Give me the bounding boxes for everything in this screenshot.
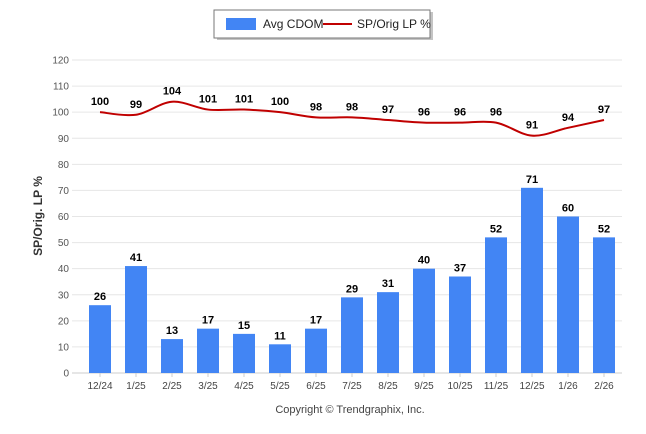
y-tick-label: 20 — [58, 316, 70, 327]
bar — [413, 268, 435, 373]
bar-data-label: 37 — [454, 262, 466, 274]
x-tick-label: 6/25 — [306, 381, 326, 392]
bar-series: 26 41 13 17 15 11 17 29 31 40 37 52 71 60 52 — [89, 174, 615, 373]
line-data-label: 99 — [130, 99, 142, 111]
legend: Avg CDOM SP/Orig LP % — [213, 9, 433, 40]
bar — [125, 266, 147, 373]
bar-data-label: 71 — [526, 174, 538, 186]
bar-data-label: 29 — [346, 283, 358, 295]
y-tick-label: 0 — [63, 369, 69, 380]
line-data-label: 96 — [454, 107, 466, 119]
y-tick-label: 10 — [58, 342, 70, 353]
line-data-label: 96 — [490, 107, 502, 119]
bar — [485, 237, 507, 373]
bar-data-label: 31 — [382, 278, 394, 290]
bar — [341, 297, 363, 373]
bar — [593, 237, 615, 373]
y-tick-label: 70 — [58, 186, 70, 197]
line-data-label: 97 — [382, 104, 394, 116]
y-tick-label: 90 — [58, 134, 70, 145]
y-axis-ticks: 0 10 20 30 40 50 60 70 80 90 100 110 120 — [52, 56, 69, 380]
x-tick-label: 9/25 — [414, 381, 434, 392]
bar-data-label: 17 — [310, 315, 322, 327]
x-tick-label: 5/25 — [270, 381, 290, 392]
bar-data-label: 40 — [418, 255, 430, 267]
bar-data-label: 11 — [274, 330, 286, 342]
line-data-label: 100 — [271, 96, 289, 108]
series-line — [99, 100, 605, 137]
legend-line-label: SP/Orig LP % — [357, 17, 431, 31]
legend-bar-label: Avg CDOM — [263, 17, 323, 31]
bar — [269, 344, 291, 373]
bar — [449, 276, 471, 373]
line-data-label: 98 — [346, 101, 358, 113]
x-tick-label: 1/26 — [558, 381, 578, 392]
legend-bar-swatch — [226, 18, 256, 30]
x-tick-label: 12/24 — [87, 381, 112, 392]
bar — [161, 339, 183, 373]
bar-data-label: 15 — [238, 320, 250, 332]
bar — [197, 328, 219, 373]
bar-data-label: 13 — [166, 325, 178, 337]
bar — [89, 305, 111, 373]
y-tick-label: 40 — [58, 264, 70, 275]
y-tick-label: 120 — [52, 56, 69, 67]
bar — [377, 292, 399, 373]
bar-data-label: 41 — [130, 252, 142, 264]
line-data-label: 98 — [310, 101, 322, 113]
line-series: 100 99 104 101 101 100 98 98 97 96 96 96 91 94 97 — [91, 86, 610, 137]
copyright-footer: Copyright © Trendgraphix, Inc. — [275, 404, 424, 416]
y-tick-label: 110 — [53, 82, 69, 93]
line-data-label: 91 — [526, 120, 538, 132]
y-axis-label: SP/Orig. LP % — [31, 176, 45, 256]
x-tick-label: 11/25 — [484, 381, 509, 392]
x-tick-label: 7/25 — [342, 381, 362, 392]
line-data-label: 104 — [163, 86, 182, 98]
x-tick-label: 4/25 — [234, 381, 254, 392]
line-data-label: 101 — [235, 94, 253, 106]
x-tick-label: 2/26 — [594, 381, 614, 392]
line-data-label: 96 — [418, 107, 430, 119]
x-axis-ticks: 12/24 1/25 2/25 3/25 4/25 5/25 6/25 7/25 8/25 9/2… — [87, 373, 614, 392]
bar-data-label: 52 — [598, 223, 610, 235]
line-data-label: 100 — [91, 96, 109, 108]
y-tick-label: 80 — [58, 160, 70, 171]
bar-data-label: 60 — [562, 203, 574, 215]
bar — [557, 216, 579, 373]
bar-data-label: 52 — [490, 223, 502, 235]
x-tick-label: 3/25 — [198, 381, 218, 392]
x-tick-label: 1/25 — [126, 381, 146, 392]
x-tick-label: 12/25 — [519, 381, 544, 392]
bar-data-label: 17 — [202, 315, 214, 327]
bar — [521, 187, 543, 373]
y-tick-label: 50 — [58, 238, 70, 249]
y-tick-label: 100 — [52, 108, 69, 119]
line-data-label: 94 — [562, 112, 575, 124]
bar — [305, 328, 327, 373]
line-data-label: 97 — [598, 104, 610, 116]
x-tick-label: 10/25 — [447, 381, 472, 392]
x-tick-label: 8/25 — [378, 381, 398, 392]
y-tick-label: 60 — [58, 212, 70, 223]
bar — [233, 333, 255, 373]
bar-data-label: 26 — [94, 291, 106, 303]
x-tick-label: 2/25 — [162, 381, 182, 392]
line-data-label: 101 — [199, 94, 217, 106]
y-tick-label: 30 — [58, 290, 70, 301]
